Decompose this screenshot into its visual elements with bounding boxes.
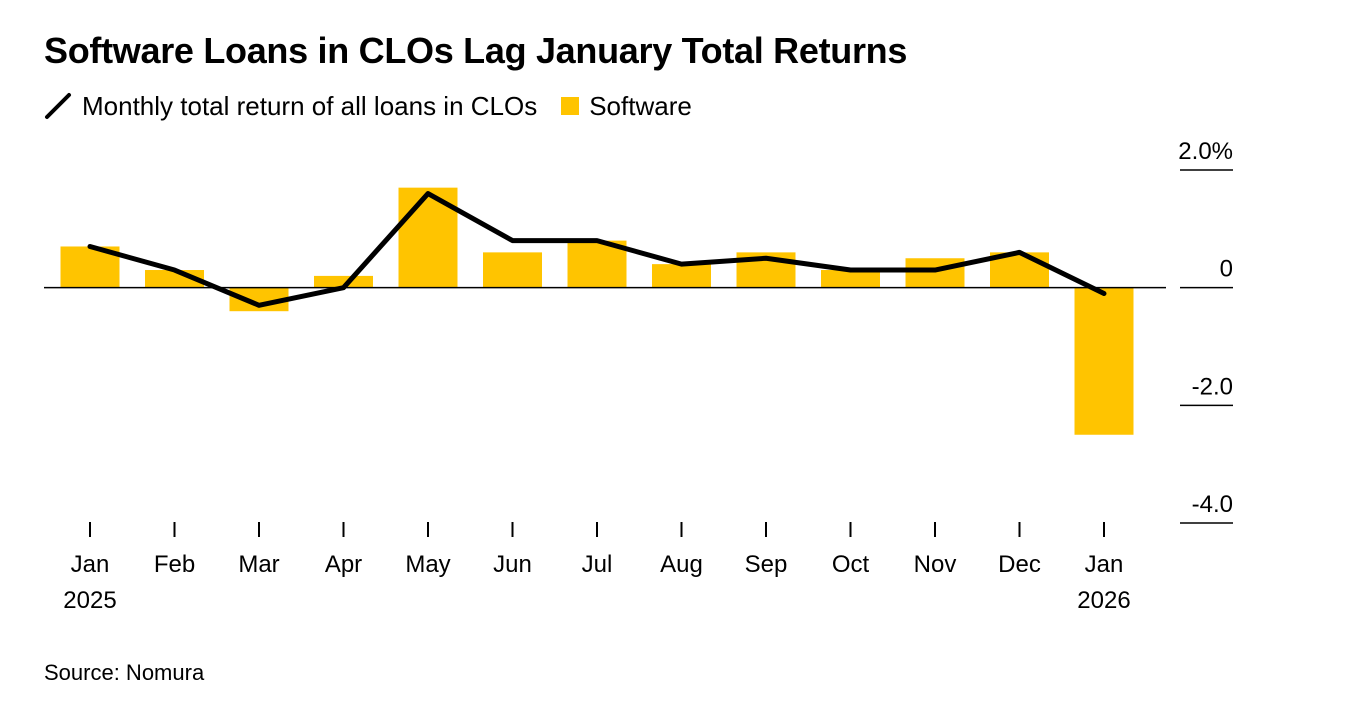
software-bar <box>652 264 711 288</box>
software-bar <box>1074 287 1134 435</box>
x-tick-label: Oct <box>832 551 870 578</box>
software-bar <box>821 270 880 288</box>
x-tick-label: Aug <box>660 551 703 578</box>
x-tick-label: Apr <box>325 551 362 578</box>
software-bar <box>229 287 289 312</box>
y-tick-label: -2.0 <box>1192 373 1233 400</box>
x-tick-label: Jun <box>493 551 532 578</box>
x-tick-label: Jan <box>71 551 110 578</box>
legend-line-label: Monthly total return of all loans in CLO… <box>82 90 538 121</box>
software-bar <box>905 258 965 288</box>
chart-title: Software Loans in CLOs Lag January Total… <box>44 30 908 71</box>
source-note: Source: Nomura <box>44 660 205 685</box>
chart-legend: Monthly total return of all loans in CLO… <box>44 90 716 122</box>
x-tick-year-label: 2025 <box>63 587 116 614</box>
bar-series <box>60 187 1134 435</box>
x-tick-label: Feb <box>154 551 195 578</box>
y-tick-label: -4.0 <box>1192 491 1233 518</box>
software-bar <box>483 252 542 288</box>
y-tick-label: 0 <box>1220 256 1233 283</box>
x-tick-label: Jul <box>582 551 613 578</box>
x-tick-label: Nov <box>914 551 957 578</box>
legend-item-bar: Software <box>561 91 692 122</box>
legend-item-line: Monthly total return of all loans in CLO… <box>44 91 537 122</box>
x-axis: Jan 2025 Feb Mar Apr May Jun Jul Aug Sep Oct Nov Dec… <box>63 522 1131 614</box>
x-tick-label: Mar <box>238 551 279 578</box>
x-tick-label: Dec <box>998 551 1041 578</box>
x-tick-label: May <box>405 551 450 578</box>
x-tick-year-label: 2026 <box>1077 587 1130 614</box>
line-series-icon <box>45 93 71 119</box>
bar-series-swatch-icon <box>561 97 580 115</box>
y-axis: 2.0% 0 -2.0 -4.0 <box>1178 138 1233 524</box>
software-bar <box>314 275 373 288</box>
x-tick-label: Jan <box>1085 551 1124 578</box>
y-tick-label: 2.0% <box>1178 138 1233 165</box>
total-return-line <box>87 191 1107 308</box>
legend-bar-label: Software <box>589 90 692 121</box>
x-tick-label: Sep <box>745 551 788 578</box>
